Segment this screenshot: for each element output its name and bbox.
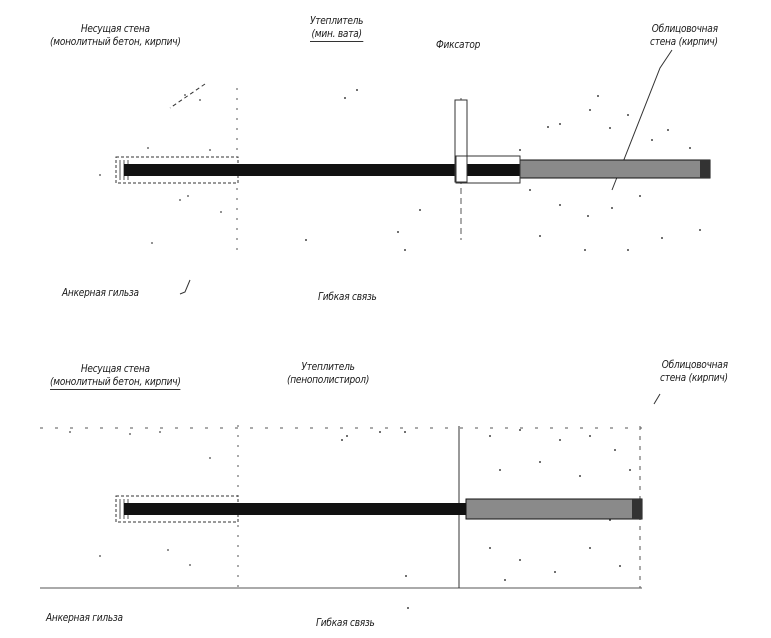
bearing-wall-leader (169, 83, 206, 109)
fixator-collar (455, 155, 521, 184)
fixator (454, 99, 468, 183)
anchor-sleeve (115, 495, 239, 523)
anchor-sleeve-label: Анкерная гильза (62, 286, 139, 299)
bearing-wall-label: Несущая стена (монолитный бетон, кирпич) (50, 22, 181, 48)
insulation-speckles (341, 431, 409, 609)
facing-wall-speckles (489, 429, 631, 581)
facing-wall-label: Облицовочная стена (кирпич) (660, 358, 728, 384)
bearing-wall-speckles (69, 431, 211, 566)
facing-wall-leader (653, 393, 661, 405)
anchor-sleeve-label: Анкерная гильза (46, 611, 123, 624)
anchor-sleeve-threads (119, 499, 129, 519)
bearing-wall-speckles (99, 94, 222, 244)
facing-wall-label: Облицовочная стена (кирпич) (650, 22, 718, 48)
flexible-tie-facing (519, 159, 711, 179)
flexible-tie-dark (124, 164, 520, 176)
flexible-tie-end (632, 499, 642, 519)
flexible-tie-dark (124, 503, 466, 515)
flexible-tie-label: Гибкая связь (316, 616, 375, 629)
tie-drawing-1 (99, 49, 711, 295)
insulation-label: Утеплитель (мин. вата) (310, 14, 364, 42)
insulation-label: Утеплитель (пенополистирол) (287, 360, 370, 386)
facing-wall-speckles (519, 95, 701, 251)
anchor-sleeve-leader (179, 279, 191, 295)
flexible-tie-facing (465, 498, 643, 520)
facing-wall-leader (611, 49, 673, 191)
fixator-label: Фиксатор (436, 38, 481, 51)
flexible-tie-label: Гибкая связь (318, 290, 377, 303)
flexible-tie-end (700, 160, 710, 178)
insulation-speckles (305, 89, 421, 251)
bearing-wall-label: Несущая стена (монолитный бетон, кирпич) (50, 362, 181, 390)
